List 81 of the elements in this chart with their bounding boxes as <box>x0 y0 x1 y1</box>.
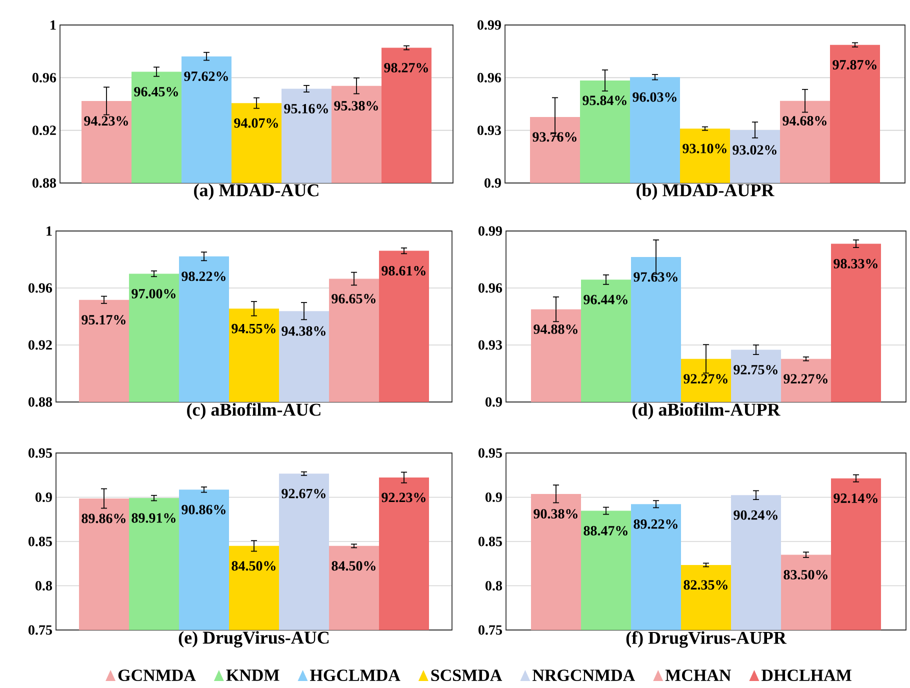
y-tick-label: 0.95 <box>478 448 502 458</box>
data-label: 89.86% <box>82 514 126 524</box>
data-label: 98.27% <box>384 62 428 72</box>
legend-label: SCSMDA <box>431 670 502 682</box>
data-label: 82.35% <box>684 580 728 590</box>
y-tick-label: 0.8 <box>36 581 52 591</box>
data-label: 97.00% <box>132 288 176 298</box>
data-label: 97.87% <box>832 60 876 70</box>
data-label: 95.84% <box>582 96 626 106</box>
data-label: 89.22% <box>634 519 678 529</box>
data-label: 90.86% <box>182 504 226 514</box>
y-tick-label: 0.75 <box>28 625 52 635</box>
y-tick-label: 1 <box>50 20 56 30</box>
y-tick-label: 0.92 <box>28 340 52 350</box>
data-label: 95.16% <box>284 104 328 114</box>
data-label: 93.02% <box>732 145 776 155</box>
data-label: 92.14% <box>834 494 878 504</box>
data-label: 95.17% <box>82 315 126 325</box>
data-label: 92.27% <box>684 374 728 384</box>
y-tick-label: 0.8 <box>486 580 502 591</box>
data-label: 94.07% <box>234 118 278 128</box>
y-tick-label: 0.88 <box>32 178 56 188</box>
legend-label: KNDM <box>226 670 280 681</box>
data-label: 89.91% <box>132 513 176 523</box>
y-tick-label: 0.99 <box>478 20 501 30</box>
data-label: 96.45% <box>134 86 178 96</box>
data-label: 94.23% <box>84 116 128 126</box>
data-label: 84.50% <box>232 561 276 571</box>
data-label: 94.68% <box>782 116 826 126</box>
y-tick-label: 0.9 <box>486 397 502 407</box>
text: (c) aBiofilm-AUC <box>187 402 320 420</box>
y-tick-label: 0.96 <box>32 72 56 82</box>
text: (b) MDAD-AUPR <box>636 184 774 200</box>
y-tick-label: 1 <box>46 226 52 236</box>
data-label: 90.24% <box>734 510 778 520</box>
y-tick-label: 0.93 <box>478 340 502 350</box>
data-label: 97.63% <box>634 272 678 282</box>
legend-label: NRGCNMDA <box>532 670 635 682</box>
data-label: 93.76% <box>532 132 576 142</box>
data-label: 84.50% <box>332 561 376 571</box>
data-label: 94.88% <box>534 324 578 334</box>
y-tick-label: 0.88 <box>28 397 52 407</box>
y-tick-label: 0.96 <box>478 283 502 293</box>
text: (d) aBiofilm-AUPR <box>632 402 780 420</box>
data-label: 96.65% <box>332 294 376 304</box>
data-label: 92.67% <box>282 488 326 498</box>
text: (f) DrugVirus-AUPR <box>626 631 787 648</box>
data-label: 90.38% <box>534 509 578 519</box>
y-tick-label: 0.96 <box>28 283 52 293</box>
y-tick-label: 0.85 <box>478 536 502 546</box>
y-tick-label: 0.99 <box>478 226 502 236</box>
data-label: 94.38% <box>282 326 326 336</box>
data-label: 97.62% <box>184 72 228 82</box>
y-tick-label: 0.96 <box>478 72 502 82</box>
data-label: 93.10% <box>682 144 726 154</box>
y-tick-label: 0.75 <box>478 625 502 635</box>
data-label: 92.23% <box>382 492 426 502</box>
y-tick-label: 0.85 <box>28 536 52 546</box>
data-label: 94.55% <box>232 324 276 334</box>
legend-label: MCHAN <box>665 670 732 682</box>
data-label: 88.47% <box>584 526 628 536</box>
data-label: 83.50% <box>784 570 828 580</box>
text: (a) MDAD-AUC <box>194 184 318 200</box>
data-label: 92.75% <box>734 364 778 374</box>
y-tick-label: 0.92 <box>32 126 56 136</box>
y-tick-label: 0.95 <box>28 448 52 458</box>
legend-label: HGCLMDA <box>310 670 400 682</box>
y-tick-label: 0.93 <box>478 126 501 136</box>
data-label: 95.38% <box>334 101 378 111</box>
text: (e) DrugVirus-AUC <box>178 631 329 648</box>
data-label: 98.61% <box>382 266 426 276</box>
data-label: 96.44% <box>584 294 628 304</box>
legend-label: GCNMDA <box>118 670 196 682</box>
legend-label: DHCLHAM <box>762 670 852 682</box>
data-label: 96.03% <box>632 92 676 102</box>
y-tick-label: 0.9 <box>484 178 501 188</box>
data-label: 98.33% <box>834 258 878 268</box>
y-tick-label: 0.9 <box>486 492 502 502</box>
data-label: 98.22% <box>182 272 226 282</box>
data-label: 92.27% <box>784 374 828 384</box>
y-tick-label: 0.9 <box>36 492 52 502</box>
